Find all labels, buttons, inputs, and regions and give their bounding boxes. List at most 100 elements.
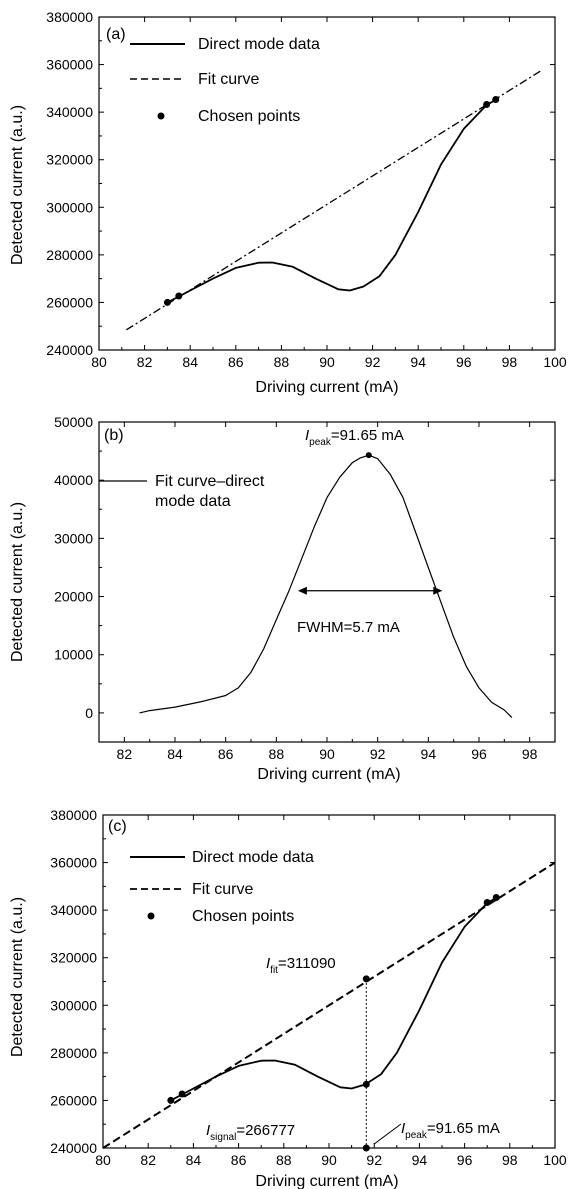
panel-b-peak-point: [365, 452, 372, 459]
panel-c-y-tick-label: 280000: [50, 1045, 97, 1061]
panel-b-y-tick-label: 0: [85, 705, 93, 721]
panel-b-fwhm-arrowhead-left: [297, 586, 307, 595]
panel-a-x-axis-label: Driving current (mA): [255, 379, 398, 396]
panel-c-isignal-annotation: Isignal=266777: [206, 1122, 295, 1143]
panel-a-x-tick-label: 88: [274, 354, 290, 370]
panel-b-y-tick-label: 20000: [54, 589, 93, 605]
panel-a-x-tick-label: 92: [365, 354, 381, 370]
panel-b-x-tick-label: 94: [421, 746, 437, 762]
legend-a-chosen-marker: [157, 112, 165, 120]
legend-a-fit-label: Fit curve: [198, 71, 259, 88]
panel-a-plot-area: 80 82 84 86 88 90 92 94 96 98 100 240000 260000 28000…: [46, 9, 567, 370]
panel-b-plot-area: 82 84 86 88 90 92 94 96 98 0 10000 20000 30000 40000 5…: [54, 414, 556, 762]
panel-a-legend: Direct mode data Fit curve Chosen points: [130, 36, 320, 125]
panel-b-y-axis-label: Detected current (a.u.): [9, 502, 26, 662]
panel-c-y-tick-label: 320000: [50, 950, 97, 966]
panel-c-label: (c): [108, 818, 127, 835]
legend-b-label-line2: mode data: [155, 493, 231, 510]
panel-a-fit-curve-line: [126, 69, 542, 331]
panel-b-x-tick-label: 84: [167, 746, 183, 762]
legend-c-direct-label: Direct mode data: [192, 849, 314, 866]
legend-c-chosen-marker: [147, 912, 155, 920]
panel-c-x-tick-label: 100: [543, 1152, 567, 1168]
panel-b-x-tick-label: 82: [117, 746, 133, 762]
annot-b-peak-var: I: [305, 427, 309, 444]
panel-c-fit-curve-line: [102, 861, 556, 1149]
panel-c-chosen-point: [167, 1096, 175, 1104]
panel-c-chosen-point: [178, 1090, 186, 1098]
legend-a-chosen-label: Chosen points: [198, 108, 300, 125]
panel-a-chosen-point: [175, 292, 183, 300]
panel-c-x-tick-label: 88: [276, 1152, 292, 1168]
panel-b-frame: [98, 421, 556, 743]
panel-a-x-tick-label: 80: [91, 354, 107, 370]
panel-c-legend: Direct mode data Fit curve Chosen points: [130, 849, 314, 925]
panel-b-y-tick-label: 40000: [54, 472, 93, 488]
annot-c-signal-sub: signal: [210, 1132, 236, 1143]
panel-a-direct-mode-line: [166, 99, 497, 304]
panel-c-x-tick-label: 82: [140, 1152, 156, 1168]
panel-a-chosen-point: [163, 298, 171, 306]
panel-c-chosen-point: [492, 894, 500, 902]
panel-c-y-axis-label: Detected current (a.u.): [9, 897, 26, 1057]
annot-c-peak-var: I: [401, 1120, 405, 1137]
panel-b-x-tick-label: 98: [522, 746, 538, 762]
panel-c-x-tick-label: 84: [186, 1152, 202, 1168]
panel-b-peak-annotation: Ipeak=91.65 mA: [305, 427, 404, 448]
panel-a-label: (a): [106, 26, 126, 43]
panel-a-y-axis-label: Detected current (a.u.): [9, 105, 26, 265]
panel-a-y-tick-label: 240000: [46, 342, 93, 358]
panel-a-x-tick-label: 90: [319, 354, 335, 370]
panel-c-chosen-point: [483, 899, 491, 907]
panel-a-y-tick-label: 260000: [46, 294, 93, 310]
panel-c-x-tick-label: 80: [95, 1152, 111, 1168]
panel-a-x-tick-label: 94: [410, 354, 426, 370]
panel-a-y-tick-label: 340000: [46, 104, 93, 120]
panel-b-fwhm-annotation: FWHM=5.7 mA: [297, 619, 400, 636]
annot-c-signal-val: =266777: [236, 1122, 295, 1139]
panel-b-x-axis-label: Driving current (mA): [257, 766, 400, 783]
panel-c-y-tick-label: 300000: [50, 997, 97, 1013]
panel-c-peak-pointer-line: [373, 1123, 402, 1145]
panel-b-y-tick-label: 50000: [54, 414, 93, 430]
panel-a-y-tick-label: 280000: [46, 247, 93, 263]
panel-b-y-tick-label: 30000: [54, 530, 93, 546]
panel-b-x-tick-label: 88: [269, 746, 285, 762]
annot-c-fit-val: =311090: [278, 955, 336, 972]
panel-c-y-tick-label: 360000: [50, 855, 97, 871]
panel-a-y-tick-label: 360000: [46, 57, 93, 73]
annot-c-peak-val: =91.65 mA: [427, 1120, 500, 1137]
panel-c-x-tick-label: 86: [231, 1152, 247, 1168]
panel-a-x-tick-label: 82: [137, 354, 153, 370]
legend-c-fit-label: Fit curve: [192, 881, 253, 898]
panel-b-fit-minus-direct-line: [139, 454, 513, 719]
panel-a-x-tick-label: 84: [182, 354, 198, 370]
panel-c-x-tick-label: 92: [366, 1152, 382, 1168]
panel-c-plot-area: 80 82 84 86 88 90 92 94 96 98 100 240000 260000 28000…: [50, 807, 567, 1168]
panel-a: 80 82 84 86 88 90 92 94 96 98 100 240000 260000 28000…: [9, 9, 567, 396]
panel-c-ifit-annotation: Ifit=311090: [266, 955, 336, 976]
panel-b-y-tick-label: 10000: [54, 647, 93, 663]
panel-a-chosen-point: [492, 96, 500, 104]
panel-c-y-tick-label: 240000: [50, 1140, 97, 1156]
panel-b-fwhm-arrowhead-right: [433, 586, 443, 595]
panel-a-y-tick-label: 300000: [46, 199, 93, 215]
annot-c-peak-sub: peak: [405, 1130, 428, 1141]
panel-c-y-tick-label: 380000: [50, 807, 97, 823]
panel-a-x-tick-label: 96: [456, 354, 472, 370]
annot-c-fit-sub: fit: [270, 965, 278, 976]
annot-b-peak-val: =91.65 mA: [331, 427, 404, 444]
legend-a-direct-label: Direct mode data: [198, 36, 320, 53]
annot-c-signal-var: I: [206, 1122, 210, 1139]
panel-c-y-tick-label: 260000: [50, 1092, 97, 1108]
panel-c-x-axis-label: Driving current (mA): [255, 1173, 398, 1189]
panel-c-y-tick-label: 340000: [50, 902, 97, 918]
panel-b-x-tick-label: 90: [319, 746, 335, 762]
panel-c-x-tick-label: 94: [412, 1152, 428, 1168]
annot-c-fit-var: I: [266, 955, 270, 972]
panel-c: 80 82 84 86 88 90 92 94 96 98 100 240000 260000 28000…: [9, 807, 567, 1189]
panel-c-x-tick-label: 90: [321, 1152, 337, 1168]
panel-b-label: (b): [104, 427, 124, 444]
panel-a-x-tick-label: 98: [502, 354, 518, 370]
